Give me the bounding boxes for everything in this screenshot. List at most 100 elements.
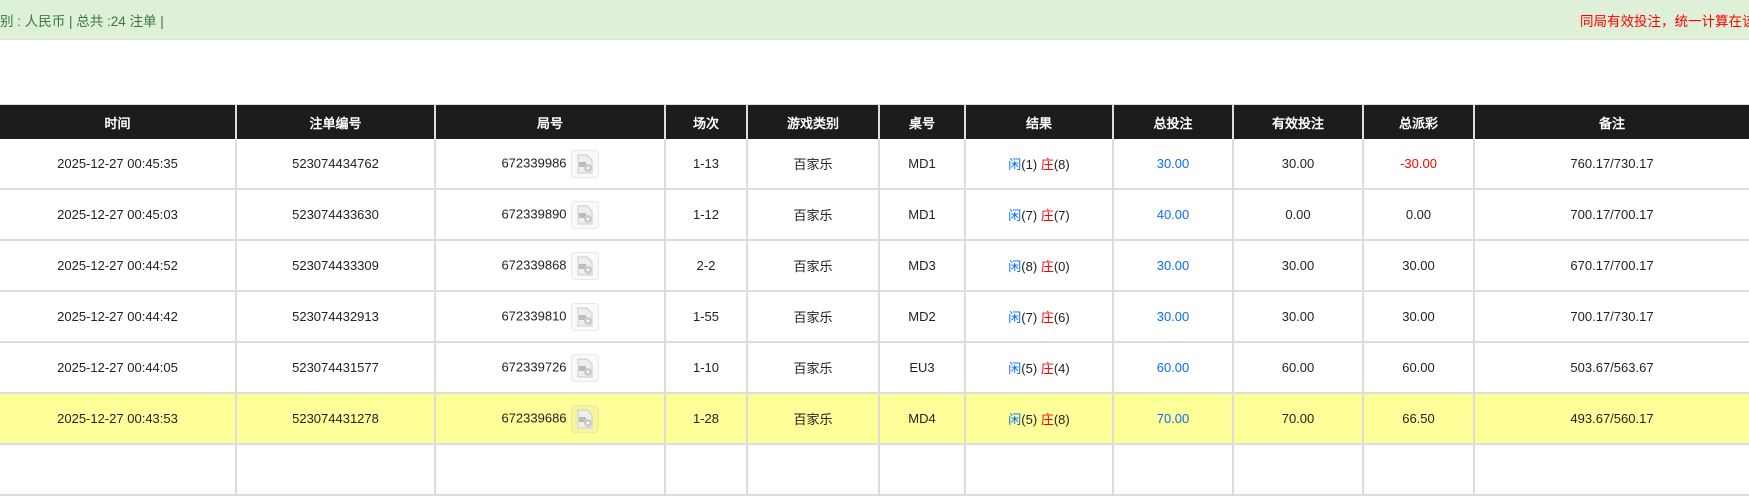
total-bet-cell-value: 30.00 (1156, 309, 1190, 324)
valid-bet-cell: 70.00 (1232, 393, 1363, 445)
table-row[interactable]: 2025-12-27 00:45:03 523074433630 672339890… (0, 189, 1749, 241)
bet-id-cell-value: 523074433630 (292, 207, 379, 222)
player-label: 闲 (1008, 310, 1022, 325)
round-cell: 672339686 (434, 393, 665, 445)
empty-cell (878, 444, 965, 496)
shoe-cell-value: 1-10 (692, 360, 720, 375)
table-row[interactable]: 2025-12-27 00:45:35 523074434762 672339986… (0, 139, 1749, 190)
game-cell: 百家乐 (746, 189, 879, 241)
video-file-icon[interactable] (570, 149, 599, 178)
result-cell: 闲(5) 庄(8) (964, 393, 1113, 445)
payout-cell-value: 30.00 (1402, 309, 1435, 324)
column-header: 时间 (0, 104, 236, 139)
round-value: 672339986 (501, 154, 567, 170)
total-bet-cell-value: 60.00 (1156, 360, 1190, 375)
column-header: 结果 (964, 104, 1113, 139)
table-row[interactable]: 2025-12-27 00:44:42 523074432913 672339810… (0, 291, 1749, 343)
empty-cell (746, 444, 879, 496)
table-cell-value: MD2 (908, 309, 936, 324)
payout-cell: 60.00 (1362, 342, 1474, 394)
total-bet-cell: 40.00 (1112, 189, 1233, 241)
banker-label: 庄 (1040, 361, 1054, 376)
valid-bet-cell: 30.00 (1232, 291, 1363, 343)
total-bet-cell: 30.00 (1112, 240, 1233, 292)
video-file-icon[interactable] (570, 302, 599, 331)
note-cell-value: 700.17/700.17 (1570, 207, 1654, 222)
time-cell-value: 2025-12-27 00:44:05 (57, 360, 178, 375)
video-file-icon[interactable] (570, 404, 599, 433)
player-label: 闲 (1008, 208, 1022, 223)
video-file-icon[interactable] (570, 251, 599, 280)
payout-cell-value: 60.00 (1402, 360, 1435, 375)
valid-bet-cell-value: 70.00 (1281, 411, 1315, 426)
round-cell: 672339986 (434, 139, 665, 190)
time-cell: 2025-12-27 00:45:03 (0, 189, 236, 241)
player-score: (7) (1021, 310, 1038, 325)
round-value: 672339868 (501, 256, 567, 272)
bet-id-cell: 523074433309 (235, 240, 435, 292)
total-bet-cell: 60.00 (1112, 342, 1233, 394)
total-bet-cell: 70.00 (1112, 393, 1233, 445)
payout-cell-value: -30.00 (1400, 156, 1437, 171)
bet-id-cell-value: 523074431577 (292, 360, 379, 375)
banker-score: (7) (1053, 208, 1070, 223)
video-file-icon[interactable] (570, 200, 599, 229)
game-cell: 百家乐 (746, 291, 879, 343)
shoe-cell: 1-10 (664, 342, 747, 394)
total-bet-cell-value: 40.00 (1156, 207, 1190, 222)
shoe-cell: 1-12 (664, 189, 747, 241)
note-cell-value: 493.67/560.17 (1570, 411, 1654, 426)
round-cell: 672339810 (434, 291, 665, 343)
shoe-cell: 1-55 (664, 291, 747, 343)
valid-bet-cell-value: 30.00 (1281, 309, 1315, 324)
table-cell: EU3 (878, 342, 965, 394)
time-cell-value: 2025-12-27 00:44:52 (57, 258, 178, 273)
shoe-cell-value: 1-55 (692, 309, 720, 324)
valid-bet-cell: 30.00 (1232, 139, 1363, 190)
note-cell-value: 760.17/730.17 (1570, 156, 1654, 171)
player-score: (8) (1021, 259, 1038, 274)
banker-label: 庄 (1040, 310, 1054, 325)
video-file-icon[interactable] (570, 353, 599, 382)
column-header: 局号 (434, 104, 665, 139)
player-label: 闲 (1008, 361, 1022, 376)
result-cell: 闲(5) 庄(4) (964, 342, 1113, 394)
bet-id-cell: 523074434762 (235, 139, 435, 190)
empty-cell (1232, 444, 1363, 496)
table-row[interactable]: 2025-12-27 00:43:53 523074431278 672339686… (0, 393, 1749, 445)
player-score: (7) (1021, 208, 1038, 223)
shoe-cell-value: 1-28 (692, 411, 720, 426)
player-label: 闲 (1008, 259, 1022, 274)
table-cell: MD2 (878, 291, 965, 343)
result-cell: 闲(7) 庄(7) (964, 189, 1113, 241)
table-row[interactable]: 2025-12-27 00:44:52 523074433309 672339868… (0, 240, 1749, 292)
payout-cell: 30.00 (1362, 240, 1474, 292)
empty-cell (964, 444, 1113, 496)
empty-cell (1473, 444, 1749, 496)
column-header: 总派彩 (1362, 104, 1474, 139)
player-score: (5) (1021, 412, 1038, 427)
shoe-cell-value: 2-2 (696, 258, 716, 273)
table-row-partial (0, 444, 1749, 496)
payout-cell: -30.00 (1362, 139, 1474, 190)
shoe-cell: 1-13 (664, 139, 747, 190)
time-cell: 2025-12-27 00:43:53 (0, 393, 236, 445)
table-cell: MD3 (878, 240, 965, 292)
note-cell-value: 700.17/730.17 (1570, 309, 1654, 324)
empty-cell (235, 444, 435, 496)
table-cell-value: EU3 (909, 360, 935, 375)
valid-bet-cell-value: 30.00 (1281, 156, 1315, 171)
shoe-cell-value: 1-13 (692, 156, 720, 171)
player-score: (1) (1021, 157, 1038, 172)
table-cell: MD1 (878, 189, 965, 241)
round-value: 672339726 (501, 358, 567, 374)
round-cell: 672339726 (434, 342, 665, 394)
game-cell: 百家乐 (746, 240, 879, 292)
game-cell-value: 百家乐 (793, 259, 833, 274)
payout-cell: 66.50 (1362, 393, 1474, 445)
empty-cell (1362, 444, 1474, 496)
time-cell-value: 2025-12-27 00:45:35 (57, 156, 178, 171)
note-cell: 700.17/730.17 (1473, 291, 1749, 343)
table-row[interactable]: 2025-12-27 00:44:05 523074431577 672339726… (0, 342, 1749, 394)
result-cell: 闲(1) 庄(8) (964, 139, 1113, 190)
